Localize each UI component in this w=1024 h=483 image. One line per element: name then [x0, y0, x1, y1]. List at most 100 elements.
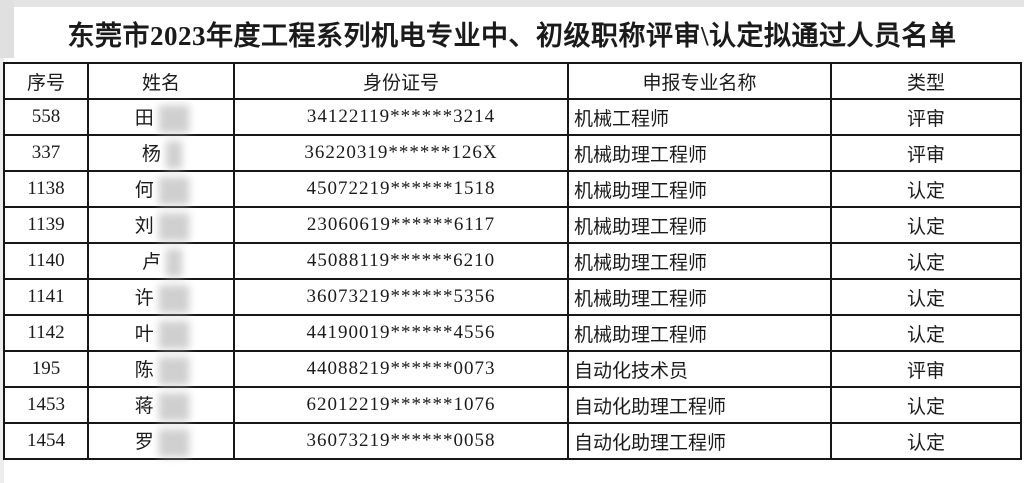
cell-id-number: 34122119******3214 — [233, 98, 569, 136]
cell-name: 陈 ██ — [87, 350, 235, 388]
cell-seq: 1453 — [3, 386, 89, 424]
cell-major: 机械助理工程师 — [567, 134, 832, 172]
scan-edge-left — [0, 58, 4, 483]
cell-id-number: 45072219******1518 — [233, 170, 569, 208]
cell-name: 何 ██ — [87, 170, 235, 208]
col-header-id-number: 身份证号 — [233, 62, 569, 100]
page-title: 东莞市2023年度工程系列机电专业中、初级职称评审\认定拟通过人员名单 — [67, 21, 957, 51]
cell-id-number: 36073219******0058 — [233, 422, 569, 460]
cell-id-number: 44190019******4556 — [233, 314, 569, 352]
masked-name-blur: ██ — [158, 177, 190, 203]
cell-name: 卢 █ — [87, 242, 235, 280]
cell-seq: 1141 — [3, 278, 89, 316]
cell-major: 自动化技术员 — [567, 350, 832, 388]
name-wrap: 卢 █ — [141, 247, 182, 276]
masked-name-blur: ██ — [158, 213, 190, 239]
cell-seq: 1139 — [3, 206, 89, 244]
cell-major: 机械助理工程师 — [567, 242, 832, 280]
cell-id-number: 45088119******6210 — [233, 242, 569, 280]
cell-name: 蒋 ██ — [87, 386, 235, 424]
cell-id-number: 23060619******6117 — [233, 206, 569, 244]
name-wrap: 罗 ██ — [134, 427, 190, 456]
masked-name-blur: ██ — [158, 393, 190, 419]
masked-name-blur: ██ — [158, 321, 190, 347]
cell-seq: 1454 — [3, 422, 89, 460]
cell-seq: 195 — [3, 350, 89, 388]
surname-text: 罗 — [134, 431, 154, 453]
masked-name-blur: ██ — [158, 105, 190, 131]
header-row: 序号 姓名 身份证号 申报专业名称 类型 — [3, 62, 1022, 100]
table-row: 1138 何 ██ 45072219******1518 机械助理工程师 认定 — [3, 170, 1022, 208]
masked-name-blur: █ — [165, 249, 182, 275]
masked-name-blur: ██ — [158, 357, 190, 383]
table-row: 1141 许 ██ 36073219******5356 机械助理工程师 认定 — [3, 278, 1022, 316]
cell-major: 机械助理工程师 — [567, 170, 832, 208]
table-row: 1453 蒋 ██ 62012219******1076 自动化助理工程师 认定 — [3, 386, 1022, 424]
name-wrap: 杨 █ — [141, 139, 182, 168]
cell-type: 认定 — [830, 386, 1022, 424]
surname-text: 卢 — [141, 251, 161, 273]
table-row: 1142 叶 ██ 44190019******4556 机械助理工程师 认定 — [3, 314, 1022, 352]
cell-major: 机械助理工程师 — [567, 314, 832, 352]
cell-type: 认定 — [830, 278, 1022, 316]
table-row: 558 田 ██ 34122119******3214 机械工程师 评审 — [3, 98, 1022, 136]
name-wrap: 许 ██ — [134, 283, 190, 312]
name-wrap: 蒋 ██ — [134, 391, 190, 420]
cell-name: 杨 █ — [87, 134, 235, 172]
cell-major: 机械工程师 — [567, 98, 832, 136]
cell-major: 自动化助理工程师 — [567, 386, 832, 424]
cell-type: 认定 — [830, 206, 1022, 244]
cell-id-number: 44088219******0073 — [233, 350, 569, 388]
cell-major: 自动化助理工程师 — [567, 422, 832, 460]
cell-type: 评审 — [830, 134, 1022, 172]
scan-edge-top — [0, 0, 1024, 7]
cell-major: 机械助理工程师 — [567, 278, 832, 316]
masked-name-blur: ██ — [158, 429, 190, 455]
surname-text: 何 — [134, 179, 154, 201]
table-row: 195 陈 ██ 44088219******0073 自动化技术员 评审 — [3, 350, 1022, 388]
cell-id-number: 36073219******5356 — [233, 278, 569, 316]
cell-seq: 1142 — [3, 314, 89, 352]
cell-seq: 1140 — [3, 242, 89, 280]
scan-edge-corner — [0, 0, 14, 58]
surname-text: 许 — [134, 287, 154, 309]
cell-type: 评审 — [830, 98, 1022, 136]
name-wrap: 刘 ██ — [134, 211, 190, 240]
col-header-name: 姓名 — [87, 62, 235, 100]
col-header-major: 申报专业名称 — [567, 62, 832, 100]
table-row: 1454 罗 ██ 36073219******0058 自动化助理工程师 认定 — [3, 422, 1022, 460]
cell-name: 田 ██ — [87, 98, 235, 136]
cell-type: 认定 — [830, 422, 1022, 460]
name-wrap: 田 ██ — [134, 103, 190, 132]
table-row: 1139 刘 ██ 23060619******6117 机械助理工程师 认定 — [3, 206, 1022, 244]
surname-text: 蒋 — [134, 395, 154, 417]
table-row: 337 杨 █ 36220319******126X 机械助理工程师 评审 — [3, 134, 1022, 172]
col-header-type: 类型 — [830, 62, 1022, 100]
cell-type: 认定 — [830, 242, 1022, 280]
masked-name-blur: █ — [165, 141, 182, 167]
cell-name: 刘 ██ — [87, 206, 235, 244]
surname-text: 杨 — [141, 143, 161, 165]
cell-type: 评审 — [830, 350, 1022, 388]
name-wrap: 叶 ██ — [134, 319, 190, 348]
cell-major: 机械助理工程师 — [567, 206, 832, 244]
cell-id-number: 62012219******1076 — [233, 386, 569, 424]
masked-name-blur: ██ — [158, 285, 190, 311]
cell-seq: 337 — [3, 134, 89, 172]
cell-type: 认定 — [830, 314, 1022, 352]
cell-name: 罗 ██ — [87, 422, 235, 460]
col-header-seq: 序号 — [3, 62, 89, 100]
cell-type: 认定 — [830, 170, 1022, 208]
surname-text: 叶 — [134, 323, 154, 345]
cell-seq: 1138 — [3, 170, 89, 208]
surname-text: 田 — [134, 107, 154, 129]
surname-text: 陈 — [134, 359, 154, 381]
name-wrap: 陈 ██ — [134, 355, 190, 384]
cell-id-number: 36220319******126X — [233, 134, 569, 172]
name-wrap: 何 ██ — [134, 175, 190, 204]
cell-name: 叶 ██ — [87, 314, 235, 352]
table-row: 1140 卢 █ 45088119******6210 机械助理工程师 认定 — [3, 242, 1022, 280]
approval-roster-table: 序号 姓名 身份证号 申报专业名称 类型 558 田 ██ 34122119***… — [3, 62, 1022, 460]
cell-name: 许 ██ — [87, 278, 235, 316]
surname-text: 刘 — [134, 215, 154, 237]
